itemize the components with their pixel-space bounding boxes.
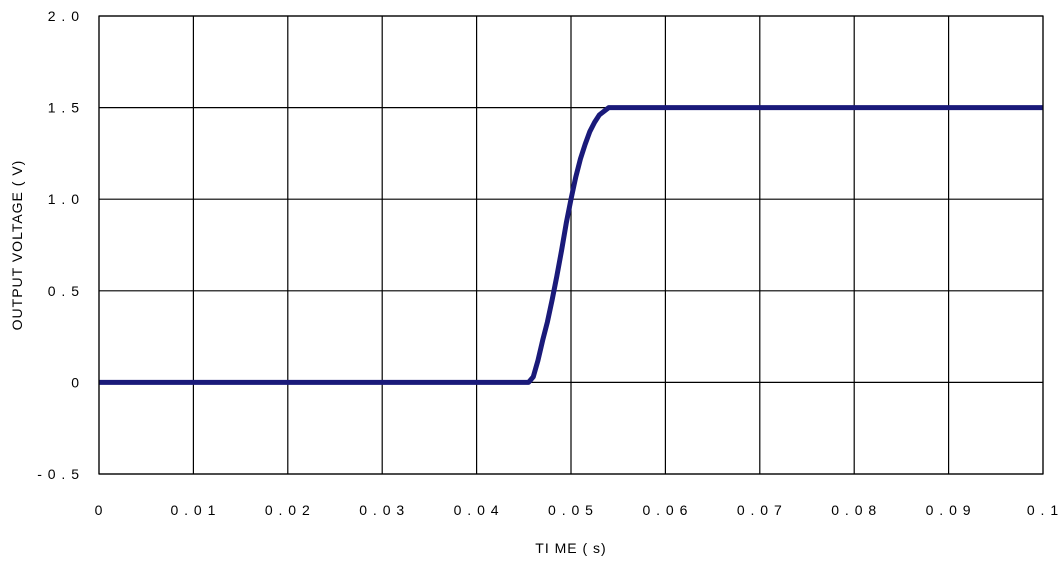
y-tick-label: 1 . 5 bbox=[48, 100, 80, 116]
x-tick-label: 0 . 0 2 bbox=[265, 502, 311, 518]
y-tick-label: 0 . 5 bbox=[48, 283, 80, 299]
y-tick-label: 2 . 0 bbox=[48, 8, 80, 24]
x-tick-label: 0 bbox=[95, 502, 104, 518]
y-tick-labels: - 0 . 5 0 0 . 5 1 . 0 1 . 5 2 . 0 bbox=[37, 8, 80, 482]
series-layer bbox=[98, 105, 1044, 385]
x-axis-title: TI ME ( s) bbox=[535, 540, 606, 556]
x-tick-label: 0 . 0 9 bbox=[926, 502, 972, 518]
y-tick-label: 1 . 0 bbox=[48, 191, 80, 207]
plot-frame bbox=[98, 15, 1044, 475]
y-tick-label: 0 bbox=[71, 374, 80, 390]
x-tick-label: 0 . 0 8 bbox=[831, 502, 877, 518]
x-tick-label: 0 . 0 5 bbox=[548, 502, 594, 518]
x-tick-label: 0 . 0 4 bbox=[454, 502, 500, 518]
x-tick-label: 0 . 1 bbox=[1027, 502, 1059, 518]
y-tick-label: - 0 . 5 bbox=[37, 466, 80, 482]
x-tick-labels: 0 0 . 0 1 0 . 0 2 0 . 0 3 0 . 0 4 0 . 0 5 0 . … bbox=[95, 502, 1059, 518]
grid bbox=[98, 15, 1044, 475]
x-tick-label: 0 . 0 1 bbox=[170, 502, 216, 518]
x-tick-label: 0 . 0 6 bbox=[642, 502, 688, 518]
y-axis-title: OUTPUT VOLTAGE ( V) bbox=[9, 160, 25, 331]
x-tick-label: 0 . 0 3 bbox=[359, 502, 405, 518]
x-tick-label: 0 . 0 7 bbox=[737, 502, 783, 518]
